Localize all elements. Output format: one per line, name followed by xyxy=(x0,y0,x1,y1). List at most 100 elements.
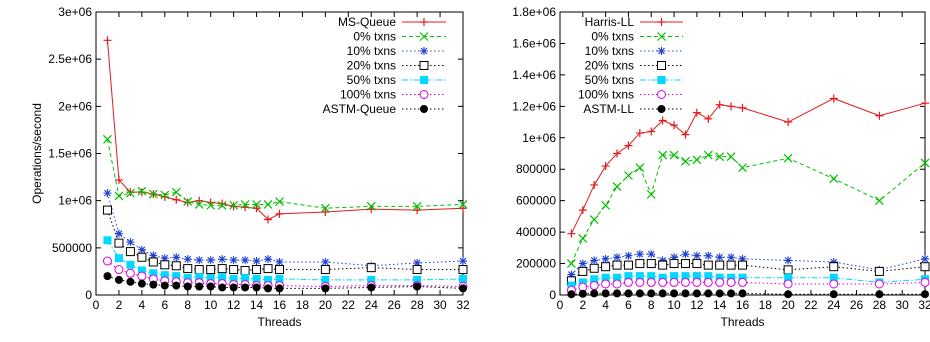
data-point xyxy=(206,274,215,283)
data-point xyxy=(738,103,747,112)
data-point xyxy=(589,263,599,273)
data-point xyxy=(624,289,633,298)
data-point xyxy=(692,259,702,269)
data-point xyxy=(669,277,679,287)
legend-marker xyxy=(419,61,429,70)
legend-label: 10% txns xyxy=(585,44,634,58)
data-point xyxy=(206,200,216,210)
legend-entry: 20% txns xyxy=(347,59,446,73)
y-tick-label: 1.8e+06 xyxy=(512,5,556,19)
data-point xyxy=(137,245,146,254)
data-point xyxy=(658,256,667,265)
legend-entry: 10% txns xyxy=(585,44,683,58)
series-line xyxy=(570,154,926,264)
data-point xyxy=(218,199,227,208)
data-point xyxy=(578,266,588,276)
data-point xyxy=(320,203,330,213)
legend-label: 0% txns xyxy=(591,30,634,44)
data-point xyxy=(612,279,622,289)
data-point xyxy=(567,229,576,238)
data-point xyxy=(601,162,610,171)
data-point xyxy=(658,116,667,125)
data-point xyxy=(275,265,284,275)
data-point xyxy=(149,269,158,278)
data-point xyxy=(578,233,588,243)
data-point xyxy=(601,279,611,289)
data-point xyxy=(601,254,610,263)
data-point xyxy=(320,265,330,275)
data-point xyxy=(715,289,724,298)
data-point xyxy=(114,265,124,275)
x-tick-label: 16 xyxy=(273,298,287,312)
series-ms-queue xyxy=(103,36,467,224)
legend-marker xyxy=(657,32,666,41)
x-tick-label: 24 xyxy=(827,298,841,312)
data-point xyxy=(218,273,227,282)
data-point xyxy=(920,277,930,287)
data-point xyxy=(783,153,793,163)
y-tick-label: 400000 xyxy=(516,225,556,239)
data-point xyxy=(829,257,838,266)
data-point xyxy=(114,229,123,238)
legend-label: ASTM-LL xyxy=(583,102,634,116)
data-point xyxy=(920,262,930,272)
data-point xyxy=(459,284,467,293)
data-point xyxy=(681,156,690,166)
data-point xyxy=(172,253,181,262)
y-tick-label: 2e+06 xyxy=(58,99,92,113)
data-point xyxy=(241,283,250,292)
data-point xyxy=(252,200,261,209)
data-point xyxy=(875,111,884,120)
x-tick-label: 4 xyxy=(602,298,609,312)
data-point xyxy=(183,197,193,207)
data-point xyxy=(218,255,227,264)
data-point xyxy=(635,259,645,269)
data-point xyxy=(692,277,702,287)
data-point xyxy=(217,264,227,274)
data-point xyxy=(874,279,884,289)
data-point xyxy=(114,238,124,248)
data-point xyxy=(680,277,690,287)
legend-marker xyxy=(419,32,429,41)
data-point xyxy=(103,272,112,281)
data-point xyxy=(612,182,622,191)
data-point xyxy=(172,272,181,281)
x-tick-label: 14 xyxy=(713,298,727,312)
y-tick-label: 1e+06 xyxy=(58,194,92,208)
legend-marker xyxy=(419,90,429,99)
data-point xyxy=(738,273,747,282)
data-point xyxy=(715,253,724,262)
data-point xyxy=(195,196,204,205)
chart-2: 0 200000 400000 600000 800000 1e+06 1.2e+06 1.4… xyxy=(512,5,930,329)
data-point xyxy=(624,272,633,281)
legend-entry: Harris-LL xyxy=(585,15,683,29)
data-point xyxy=(920,158,930,168)
data-point xyxy=(658,277,668,287)
legend-entry: 10% txns xyxy=(347,44,446,58)
data-point xyxy=(647,127,656,136)
legend-marker xyxy=(420,18,428,26)
data-point xyxy=(715,277,725,287)
data-point xyxy=(103,36,112,45)
data-point xyxy=(647,272,656,281)
data-point xyxy=(738,289,747,298)
data-point xyxy=(567,270,576,279)
data-point xyxy=(102,205,112,215)
legend-entry: 100% txns xyxy=(578,88,683,102)
legend-label: MS-Queue xyxy=(338,15,396,29)
x-tick-label: 32 xyxy=(456,298,470,312)
x-tick-label: 28 xyxy=(410,298,424,312)
data-point xyxy=(252,283,261,292)
legend-marker xyxy=(657,61,666,70)
legend-marker xyxy=(657,76,666,84)
data-point xyxy=(183,255,192,264)
legend-label: 20% txns xyxy=(347,59,396,73)
data-point xyxy=(635,250,644,259)
data-point xyxy=(589,281,599,291)
y-tick-label: 3e+06 xyxy=(58,5,92,19)
data-point xyxy=(148,257,158,267)
data-point xyxy=(275,274,284,283)
legend-entry: 0% txns xyxy=(591,30,683,44)
y-tick-label: 600000 xyxy=(516,194,556,208)
